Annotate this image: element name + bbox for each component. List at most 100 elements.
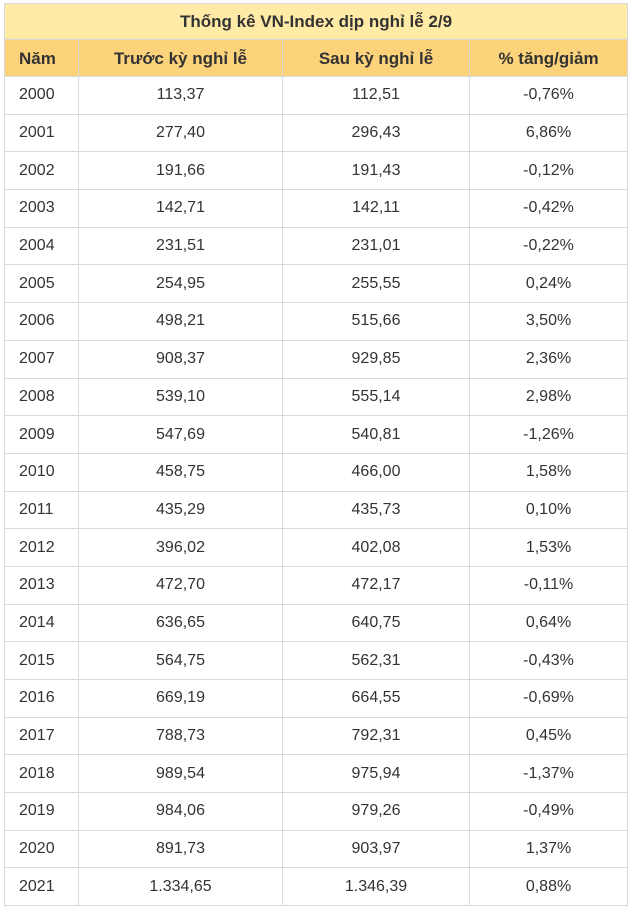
table-row: 2003 142,71 142,11 -0,42%: [4, 189, 629, 228]
cell-year: 2020: [4, 829, 79, 869]
cell-year: 2021: [4, 867, 79, 907]
table-row: 2014 636,65 640,75 0,64%: [4, 603, 629, 643]
cell-year: 2017: [4, 716, 79, 756]
cell-before-holiday: 396,02: [78, 528, 283, 567]
cell-before-holiday: 564,75: [78, 641, 283, 680]
cell-year: 2009: [4, 415, 79, 454]
table-row: 2020 891,73 903,97 1,37%: [4, 829, 629, 869]
cell-percent-change: -0,49%: [468, 792, 629, 831]
cell-after-holiday: 555,14: [282, 377, 470, 417]
table-row: 2016 669,19 664,55 -0,69%: [4, 679, 629, 718]
cell-year: 2010: [4, 452, 79, 492]
cell-year: 2001: [4, 113, 79, 153]
header-percent-change: % tăng/giảm: [468, 39, 629, 77]
cell-percent-change: -0,76%: [468, 76, 629, 115]
table-title-row: Thống kê VN-Index dịp nghỉ lễ 2/9: [3, 3, 629, 40]
cell-after-holiday: 903,97: [282, 829, 470, 869]
cell-after-holiday: 296,43: [282, 113, 470, 153]
table-row: 2011 435,29 435,73 0,10%: [4, 490, 629, 530]
cell-after-holiday: 562,31: [282, 641, 470, 680]
cell-after-holiday: 640,75: [282, 603, 470, 643]
cell-before-holiday: 908,37: [78, 339, 283, 379]
cell-year: 2000: [4, 76, 79, 115]
table-body: 2000 113,37 112,51 -0,76% 2001 277,40 296,43 6,…: [4, 76, 629, 907]
cell-year: 2015: [4, 641, 79, 680]
cell-percent-change: 1,53%: [468, 528, 629, 567]
cell-year: 2012: [4, 528, 79, 567]
cell-before-holiday: 458,75: [78, 452, 283, 492]
cell-before-holiday: 113,37: [78, 76, 283, 115]
cell-year: 2016: [4, 679, 79, 718]
table-row: 2000 113,37 112,51 -0,76%: [4, 76, 629, 115]
table-row: 2021 1.334,65 1.346,39 0,88%: [4, 867, 629, 907]
cell-after-holiday: 929,85: [282, 339, 470, 379]
cell-percent-change: 6,86%: [468, 113, 629, 153]
cell-year: 2013: [4, 565, 79, 605]
cell-after-holiday: 515,66: [282, 302, 470, 341]
cell-after-holiday: 540,81: [282, 415, 470, 454]
cell-percent-change: 2,98%: [468, 377, 629, 417]
table-title: Thống kê VN-Index dịp nghỉ lễ 2/9: [3, 3, 629, 40]
cell-before-holiday: 891,73: [78, 829, 283, 869]
table-row: 2005 254,95 255,55 0,24%: [4, 264, 629, 304]
cell-before-holiday: 435,29: [78, 490, 283, 530]
cell-before-holiday: 636,65: [78, 603, 283, 643]
cell-year: 2003: [4, 189, 79, 228]
table-row: 2002 191,66 191,43 -0,12%: [4, 151, 629, 191]
cell-before-holiday: 984,06: [78, 792, 283, 831]
table-header-row: Năm Trước kỳ nghỉ lễ Sau kỳ nghỉ lễ % tă…: [4, 39, 629, 77]
cell-year: 2004: [4, 226, 79, 266]
cell-before-holiday: 669,19: [78, 679, 283, 718]
table-row: 2019 984,06 979,26 -0,49%: [4, 792, 629, 831]
cell-after-holiday: 792,31: [282, 716, 470, 756]
header-year: Năm: [4, 39, 79, 77]
cell-before-holiday: 547,69: [78, 415, 283, 454]
cell-after-holiday: 112,51: [282, 76, 470, 115]
cell-before-holiday: 539,10: [78, 377, 283, 417]
cell-percent-change: 3,50%: [468, 302, 629, 341]
cell-after-holiday: 466,00: [282, 452, 470, 492]
table-row: 2015 564,75 562,31 -0,43%: [4, 641, 629, 680]
cell-before-holiday: 498,21: [78, 302, 283, 341]
cell-before-holiday: 142,71: [78, 189, 283, 228]
cell-year: 2007: [4, 339, 79, 379]
cell-after-holiday: 191,43: [282, 151, 470, 191]
cell-percent-change: -1,26%: [468, 415, 629, 454]
cell-before-holiday: 472,70: [78, 565, 283, 605]
cell-percent-change: 1,58%: [468, 452, 629, 492]
cell-percent-change: -0,42%: [468, 189, 629, 228]
cell-year: 2019: [4, 792, 79, 831]
header-before-holiday: Trước kỳ nghỉ lễ: [78, 39, 283, 77]
cell-after-holiday: 664,55: [282, 679, 470, 718]
cell-percent-change: -1,37%: [468, 754, 629, 794]
cell-before-holiday: 254,95: [78, 264, 283, 304]
cell-after-holiday: 435,73: [282, 490, 470, 530]
table-row: 2009 547,69 540,81 -1,26%: [4, 415, 629, 454]
cell-percent-change: 0,10%: [468, 490, 629, 530]
cell-year: 2018: [4, 754, 79, 794]
cell-before-holiday: 231,51: [78, 226, 283, 266]
cell-year: 2008: [4, 377, 79, 417]
vn-index-holiday-table: Thống kê VN-Index dịp nghỉ lễ 2/9 Năm Tr…: [3, 3, 629, 907]
cell-after-holiday: 975,94: [282, 754, 470, 794]
cell-percent-change: 2,36%: [468, 339, 629, 379]
cell-percent-change: 0,64%: [468, 603, 629, 643]
table-row: 2007 908,37 929,85 2,36%: [4, 339, 629, 379]
cell-after-holiday: 472,17: [282, 565, 470, 605]
cell-after-holiday: 231,01: [282, 226, 470, 266]
table-row: 2018 989,54 975,94 -1,37%: [4, 754, 629, 794]
cell-before-holiday: 788,73: [78, 716, 283, 756]
cell-after-holiday: 1.346,39: [282, 867, 470, 907]
cell-percent-change: -0,43%: [468, 641, 629, 680]
cell-year: 2014: [4, 603, 79, 643]
vn-index-table-container: Thống kê VN-Index dịp nghỉ lễ 2/9 Năm Tr…: [3, 3, 629, 907]
table-row: 2006 498,21 515,66 3,50%: [4, 302, 629, 341]
table-row: 2012 396,02 402,08 1,53%: [4, 528, 629, 567]
cell-percent-change: 1,37%: [468, 829, 629, 869]
cell-after-holiday: 142,11: [282, 189, 470, 228]
cell-before-holiday: 191,66: [78, 151, 283, 191]
table-row: 2017 788,73 792,31 0,45%: [4, 716, 629, 756]
cell-percent-change: -0,11%: [468, 565, 629, 605]
cell-percent-change: 0,24%: [468, 264, 629, 304]
cell-before-holiday: 1.334,65: [78, 867, 283, 907]
